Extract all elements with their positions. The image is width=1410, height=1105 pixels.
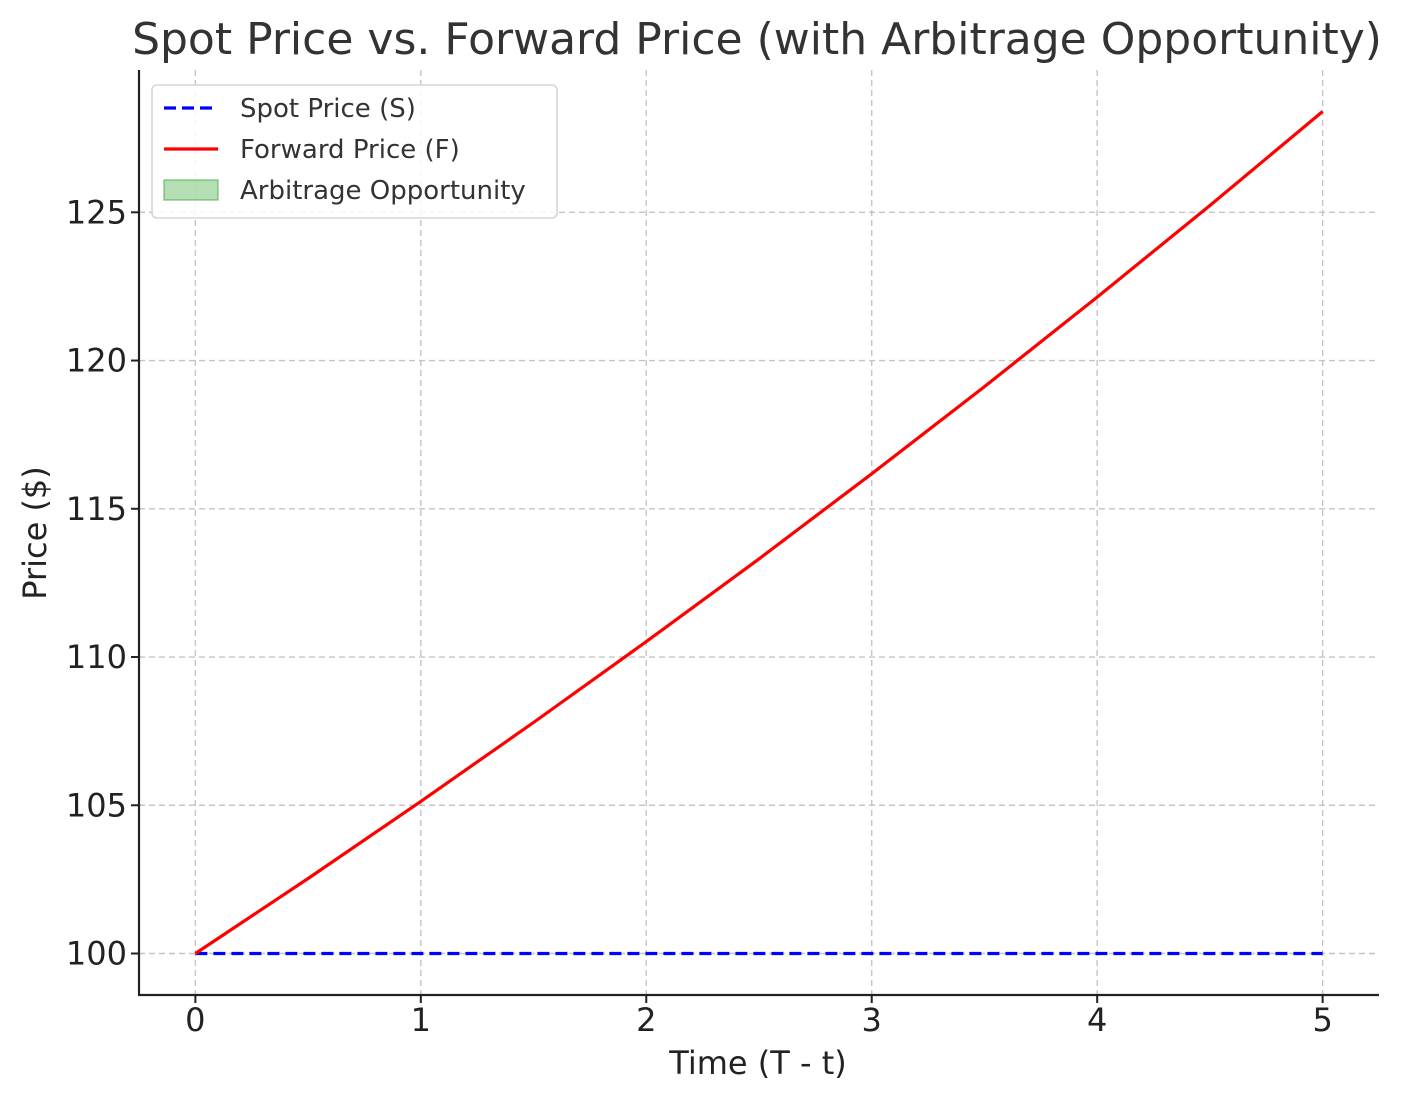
legend-label: Arbitrage Opportunity — [240, 176, 526, 206]
ticks: 0 1 2 3 4 5 100 105 110 115 120 125 — [66, 193, 1333, 1039]
legend-label: Spot Price (S) — [240, 94, 416, 124]
x-tick-label: 5 — [1312, 1001, 1332, 1039]
legend-label: Forward Price (F) — [240, 135, 460, 165]
x-tick-label: 0 — [185, 1001, 205, 1039]
x-tick-label: 4 — [1087, 1001, 1107, 1039]
y-tick-label: 110 — [66, 638, 127, 676]
x-tick-label: 2 — [636, 1001, 656, 1039]
legend-frame — [151, 84, 558, 219]
y-tick-label: 100 — [66, 934, 127, 972]
x-tick-label: 1 — [411, 1001, 431, 1039]
axes — [137, 70, 1379, 997]
y-axis-label: Price ($) — [16, 466, 54, 600]
series-line-forward-price — [194, 110, 1324, 955]
chart-title: Spot Price vs. Forward Price (with Arbit… — [132, 14, 1382, 65]
legend: Spot Price (S) Forward Price (F) Arbitrage… — [151, 84, 558, 219]
legend-swatch-arbitrage — [163, 179, 219, 201]
x-tick-label: 3 — [862, 1001, 882, 1039]
y-tick-label: 120 — [66, 342, 127, 380]
x-axis-label: Time (T - t) — [668, 1044, 846, 1082]
plot-area — [194, 110, 1324, 956]
y-tick-label: 105 — [66, 786, 127, 824]
y-tick-label: 125 — [66, 193, 127, 231]
y-tick-label: 115 — [66, 490, 127, 528]
